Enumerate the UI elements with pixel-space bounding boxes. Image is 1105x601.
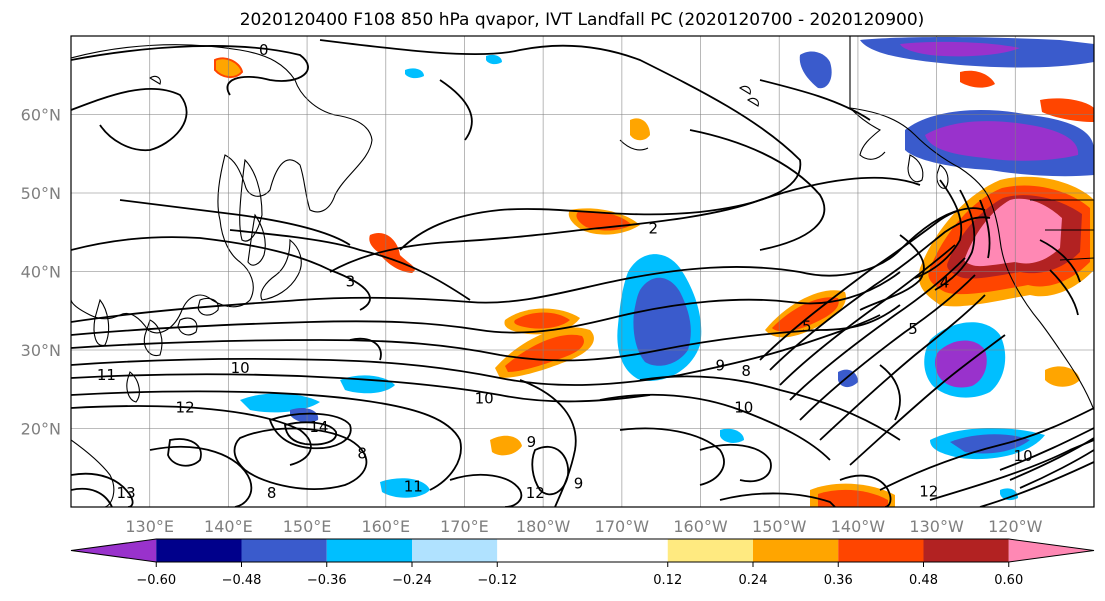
colorbar-tick-label: 0.60 xyxy=(994,573,1023,588)
colorbar: −0.60 −0.48 −0.36 −0.24 −0.12 0.12 0.24 0.36 0.4… xyxy=(70,538,1095,588)
contour-label: 5 xyxy=(908,320,918,338)
coastlines xyxy=(71,36,1094,507)
colorbar-segment xyxy=(71,539,157,562)
colorbar-tick-label: 0.24 xyxy=(739,573,768,588)
longitude-label: 120°W xyxy=(988,517,1043,536)
longitude-label: 150°W xyxy=(752,517,807,536)
latitude-tick-labels: 20°N 30°N 40°N 50°N 60°N xyxy=(21,106,61,439)
ivt-contours xyxy=(71,39,1094,507)
contour-label: 12 xyxy=(176,398,195,416)
colorbar-tick-label: 0.48 xyxy=(909,573,938,588)
colorbar-segment xyxy=(923,539,1009,562)
latitude-label: 20°N xyxy=(21,420,61,439)
contour-label: 10 xyxy=(231,359,250,377)
contour-label: 11 xyxy=(404,478,423,496)
contour-label: 3 xyxy=(346,273,356,291)
colorbar-segment xyxy=(1008,539,1094,562)
colorbar-segment xyxy=(326,539,412,562)
colorbar-segment xyxy=(497,539,668,562)
colorbar-segment xyxy=(241,539,327,562)
contour-label: 14 xyxy=(309,418,328,436)
latitude-label: 40°N xyxy=(21,263,61,282)
contour-label: 10 xyxy=(734,398,753,416)
colorbar-tick-label: 0.36 xyxy=(824,573,853,588)
contour-label: 5 xyxy=(802,317,812,335)
qvapor-anomaly-shading xyxy=(214,37,1094,507)
colorbar-segment xyxy=(156,539,242,562)
contour-label: 9 xyxy=(574,474,584,492)
longitude-tick-labels: 130°E 140°E 150°E 160°E 170°E 180°W 170°W 160°W… xyxy=(125,517,1042,536)
colorbar-segment xyxy=(838,539,924,562)
longitude-label: 140°W xyxy=(831,517,886,536)
colorbar-tick-label: −0.60 xyxy=(136,573,176,588)
contour-label: 10 xyxy=(1014,447,1033,465)
map-frame xyxy=(70,35,1095,508)
colorbar-tick-label: −0.48 xyxy=(222,573,262,588)
longitude-label: 180°W xyxy=(516,517,571,536)
contour-label: 8 xyxy=(357,445,367,463)
longitude-label: 170°E xyxy=(440,517,489,536)
contour-label: 9 xyxy=(715,357,725,375)
longitude-label: 160°W xyxy=(673,517,728,536)
contour-label: 12 xyxy=(919,482,938,500)
longitude-label: 140°E xyxy=(204,517,253,536)
contour-label: 2 xyxy=(649,219,659,237)
contour-label: 8 xyxy=(267,484,277,502)
figure-title: 2020120400 F108 850 hPa qvapor, IVT Land… xyxy=(240,10,925,30)
longitude-label: 160°E xyxy=(361,517,410,536)
colorbar-tick-label: 0.12 xyxy=(653,573,682,588)
colorbar-tick-label: −0.24 xyxy=(392,573,432,588)
colorbar-segment xyxy=(753,539,839,562)
contour-label: 11 xyxy=(97,366,116,384)
longitude-label: 130°E xyxy=(125,517,174,536)
longitude-label: 170°W xyxy=(595,517,650,536)
contour-label: 13 xyxy=(117,484,136,502)
contour-label: 4 xyxy=(940,273,950,291)
latitude-label: 30°N xyxy=(21,341,61,360)
colorbar-tick-label: −0.12 xyxy=(477,573,517,588)
colorbar-segment xyxy=(412,539,498,562)
contour-label: 9 xyxy=(527,433,537,451)
colorbar-segment xyxy=(667,539,753,562)
latitude-label: 50°N xyxy=(21,184,61,203)
contour-label: 12 xyxy=(526,484,545,502)
colorbar-tick-label: −0.36 xyxy=(307,573,347,588)
longitude-label: 130°W xyxy=(909,517,964,536)
contour-label: 0 xyxy=(259,41,269,59)
contour-label: 10 xyxy=(475,390,494,408)
longitude-label: 150°E xyxy=(283,517,332,536)
latitude-label: 60°N xyxy=(21,106,61,125)
contour-label: 8 xyxy=(741,362,751,380)
